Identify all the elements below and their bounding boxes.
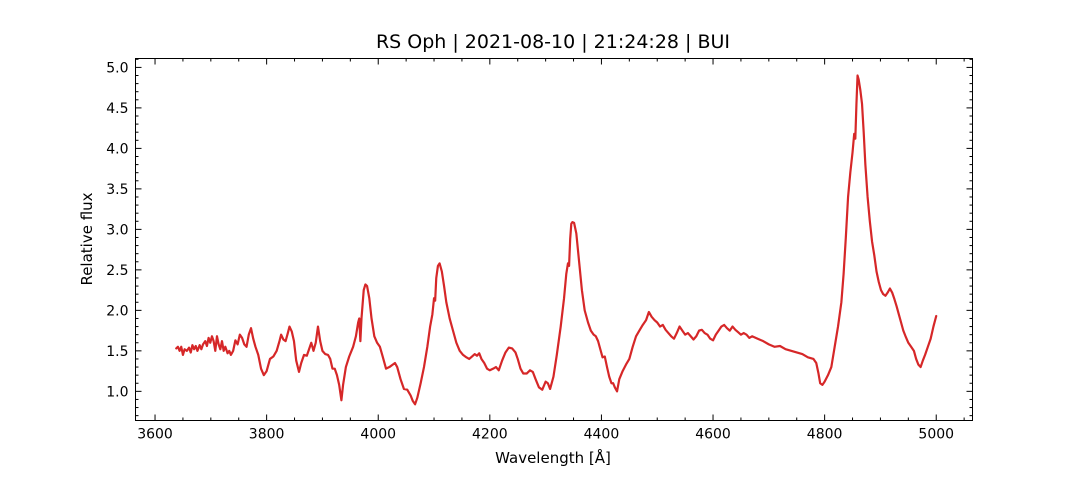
- y-tick-label: 3.5: [106, 182, 128, 198]
- x-tick-label: 4600: [695, 427, 731, 443]
- x-tick-label: 5000: [918, 427, 954, 443]
- y-tick-label: 2.5: [106, 263, 128, 279]
- axis-ticks: 3600 3800 4000 4200 4400 4600 4800 5000 1.0 1.5 2.…: [106, 58, 973, 443]
- y-tick-label: 4.5: [106, 101, 128, 117]
- y-tick-label: 4.0: [106, 141, 128, 157]
- y-tick-label: 5.0: [106, 60, 128, 76]
- y-tick-label: 3.0: [106, 222, 128, 238]
- y-axis-label: Relative flux: [78, 192, 96, 285]
- x-tick-label: 3800: [249, 427, 285, 443]
- plot-frame: [135, 58, 973, 421]
- x-tick-label: 4000: [360, 427, 396, 443]
- chart-title: RS Oph | 2021-08-10 | 21:24:28 | BUI: [376, 31, 730, 53]
- plot-series: [175, 74, 938, 406]
- y-tick-label: 2.0: [106, 303, 128, 319]
- x-axis-label: Wavelength [Å]: [495, 448, 611, 467]
- x-tick-label: 4400: [584, 427, 620, 443]
- x-tick-label: 3600: [137, 427, 173, 443]
- x-tick-label: 4200: [472, 427, 508, 443]
- y-tick-label: 1.5: [106, 344, 128, 360]
- spectrum-line-0: [175, 74, 938, 406]
- y-tick-label: 1.0: [106, 384, 128, 400]
- x-tick-label: 4800: [807, 427, 843, 443]
